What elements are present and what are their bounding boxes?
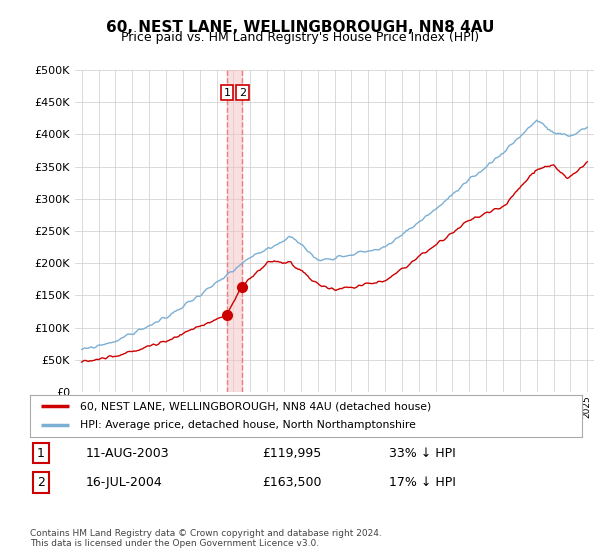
Text: 2: 2 (239, 87, 246, 97)
Text: 17% ↓ HPI: 17% ↓ HPI (389, 476, 455, 489)
Text: 16-JUL-2004: 16-JUL-2004 (85, 476, 162, 489)
Text: HPI: Average price, detached house, North Northamptonshire: HPI: Average price, detached house, Nort… (80, 421, 416, 431)
Text: Contains HM Land Registry data © Crown copyright and database right 2024.
This d: Contains HM Land Registry data © Crown c… (30, 529, 382, 548)
Text: 2: 2 (37, 476, 45, 489)
Text: 1: 1 (223, 87, 230, 97)
Text: 33% ↓ HPI: 33% ↓ HPI (389, 446, 455, 460)
Text: 11-AUG-2003: 11-AUG-2003 (85, 446, 169, 460)
Text: Price paid vs. HM Land Registry's House Price Index (HPI): Price paid vs. HM Land Registry's House … (121, 31, 479, 44)
Text: £119,995: £119,995 (262, 446, 321, 460)
Text: 1: 1 (37, 446, 45, 460)
Text: 60, NEST LANE, WELLINGBOROUGH, NN8 4AU (detached house): 60, NEST LANE, WELLINGBOROUGH, NN8 4AU (… (80, 401, 431, 411)
Text: £163,500: £163,500 (262, 476, 322, 489)
Bar (227, 70, 242, 392)
Text: 60, NEST LANE, WELLINGBOROUGH, NN8 4AU: 60, NEST LANE, WELLINGBOROUGH, NN8 4AU (106, 20, 494, 35)
